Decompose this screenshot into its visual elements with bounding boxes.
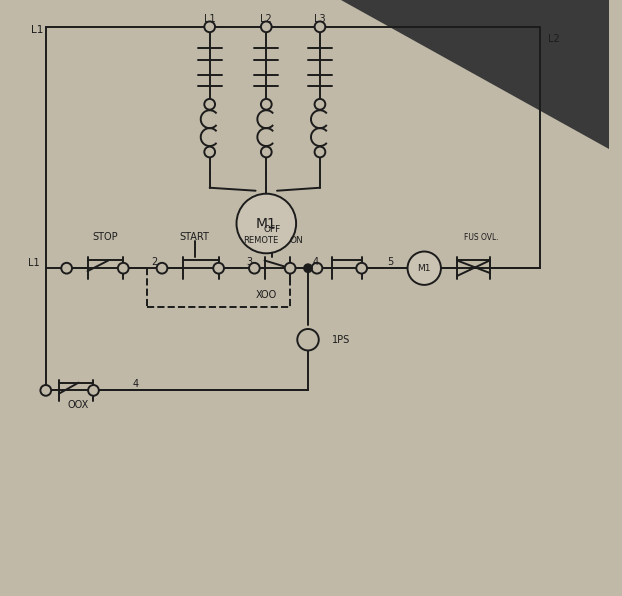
Text: STOP: STOP bbox=[93, 232, 118, 242]
Circle shape bbox=[157, 263, 167, 274]
Circle shape bbox=[297, 329, 318, 350]
Circle shape bbox=[118, 263, 129, 274]
Circle shape bbox=[261, 147, 272, 157]
Circle shape bbox=[315, 147, 325, 157]
Circle shape bbox=[315, 21, 325, 32]
Circle shape bbox=[261, 21, 272, 32]
Circle shape bbox=[236, 194, 296, 253]
Text: L1: L1 bbox=[204, 14, 215, 24]
Circle shape bbox=[204, 99, 215, 110]
Circle shape bbox=[40, 385, 51, 396]
Text: 2: 2 bbox=[151, 257, 157, 267]
Text: 1PS: 1PS bbox=[332, 335, 350, 344]
Circle shape bbox=[204, 21, 215, 32]
Circle shape bbox=[356, 263, 367, 274]
Text: M1: M1 bbox=[417, 263, 431, 273]
Text: 4: 4 bbox=[132, 380, 138, 389]
Circle shape bbox=[261, 99, 272, 110]
Text: L1: L1 bbox=[28, 259, 40, 268]
Circle shape bbox=[407, 252, 441, 285]
Text: FUS OVL.: FUS OVL. bbox=[463, 232, 498, 242]
Text: REMOTE: REMOTE bbox=[243, 235, 278, 245]
Text: ON: ON bbox=[289, 235, 303, 245]
Circle shape bbox=[304, 264, 312, 272]
Text: L2: L2 bbox=[548, 34, 560, 44]
Text: OOX: OOX bbox=[68, 401, 89, 410]
Text: 3: 3 bbox=[247, 257, 253, 267]
Text: L1: L1 bbox=[31, 25, 44, 35]
Circle shape bbox=[249, 263, 260, 274]
Circle shape bbox=[312, 263, 322, 274]
Circle shape bbox=[62, 263, 72, 274]
Circle shape bbox=[204, 147, 215, 157]
Polygon shape bbox=[341, 0, 609, 149]
Text: 5: 5 bbox=[387, 257, 393, 267]
Text: M1: M1 bbox=[256, 216, 277, 231]
Text: L3: L3 bbox=[314, 14, 326, 24]
Text: L2: L2 bbox=[261, 14, 272, 24]
Text: OFF: OFF bbox=[264, 225, 281, 234]
Text: XOO: XOO bbox=[256, 290, 277, 300]
Circle shape bbox=[213, 263, 224, 274]
Text: START: START bbox=[180, 232, 210, 242]
Text: 4: 4 bbox=[312, 257, 318, 267]
Circle shape bbox=[88, 385, 99, 396]
Circle shape bbox=[315, 99, 325, 110]
Circle shape bbox=[285, 263, 295, 274]
